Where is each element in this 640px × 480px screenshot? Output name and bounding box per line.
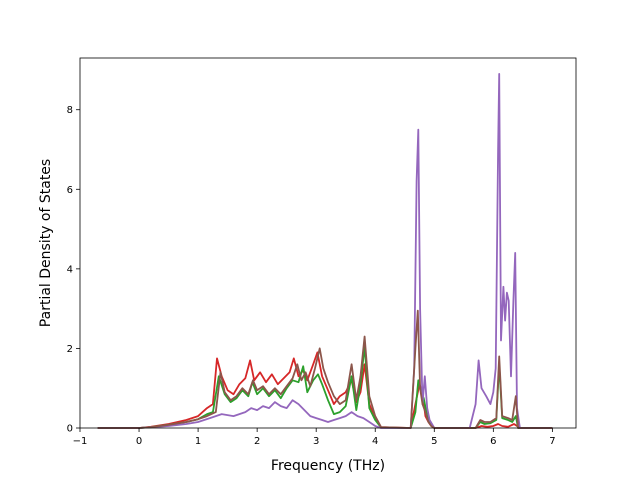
x-axis-label: Frequency (THz) <box>271 458 385 474</box>
x-tick-label: 2 <box>254 436 260 447</box>
y-axis-ticks: 0 2 4 6 8 <box>67 105 80 435</box>
x-axis-ticks: −1 0 1 2 3 4 5 6 7 <box>73 428 556 447</box>
y-tick-label: 8 <box>67 105 73 116</box>
x-tick-label: 4 <box>372 436 378 447</box>
y-tick-label: 2 <box>67 344 73 355</box>
x-tick-label: −1 <box>73 436 88 447</box>
series-line-2 <box>97 345 553 429</box>
plot-frame <box>79 57 577 429</box>
series-layer <box>97 73 553 429</box>
y-tick-label: 4 <box>67 264 73 275</box>
x-tick-label: 7 <box>549 436 555 447</box>
series-line-1 <box>97 351 553 429</box>
y-axis-label: Partial Density of States <box>38 159 54 327</box>
series-line-3 <box>97 73 553 429</box>
x-tick-label: 0 <box>136 436 142 447</box>
series-line-4 <box>97 309 553 429</box>
y-tick-label: 6 <box>67 185 73 196</box>
x-tick-label: 6 <box>490 436 496 447</box>
x-tick-label: 5 <box>431 436 437 447</box>
x-tick-label: 3 <box>313 436 319 447</box>
x-tick-label: 1 <box>195 436 201 447</box>
y-tick-label: 0 <box>67 424 73 435</box>
